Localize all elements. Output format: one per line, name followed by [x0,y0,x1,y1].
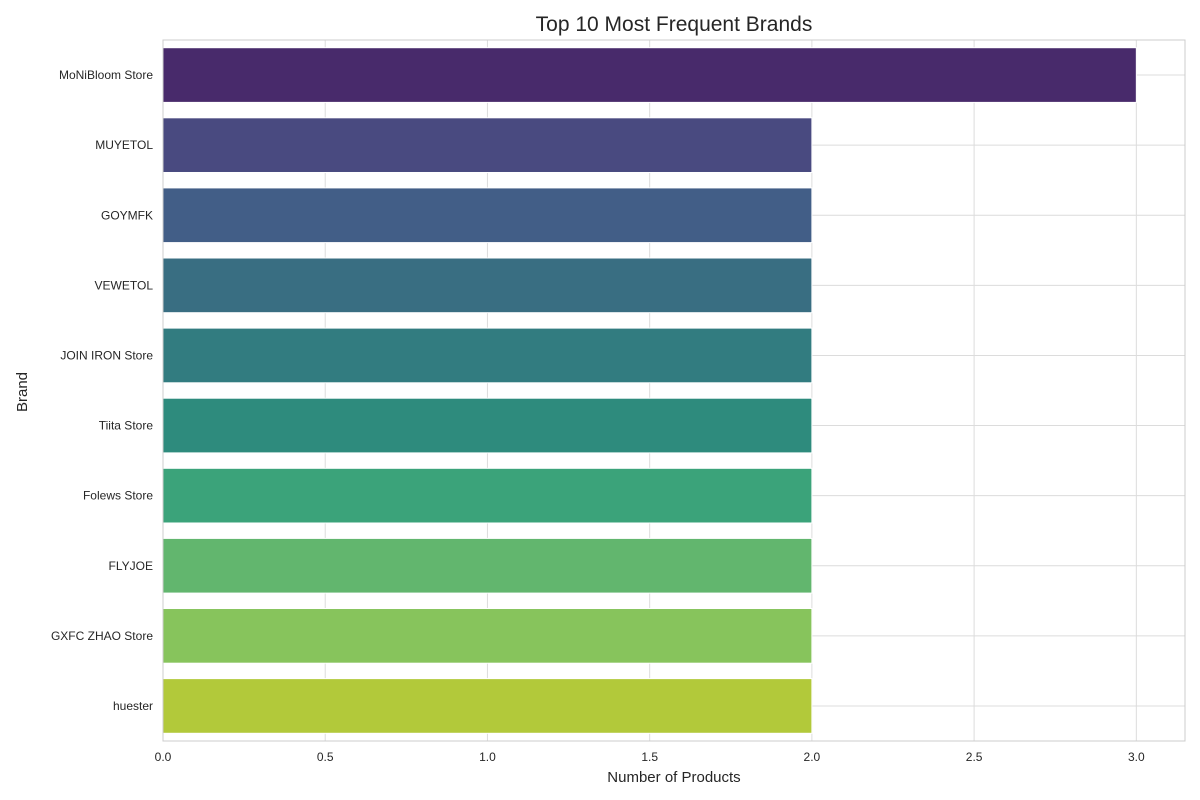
x-tick-label: 2.0 [804,750,821,764]
y-tick-label: Tiita Store [99,419,154,433]
bars [162,47,1137,734]
x-tick-label: 0.0 [155,750,172,764]
chart-title: Top 10 Most Frequent Brands [536,13,813,36]
y-tick-label: VEWETOL [95,278,154,292]
bar [162,257,813,314]
bar [162,397,813,454]
bar [162,678,813,734]
x-axis-label: Number of Products [607,769,740,786]
bar [162,117,813,173]
x-tick-label: 1.0 [479,750,496,764]
x-tick-label: 1.5 [641,750,658,764]
y-tick-label: MUYETOL [95,138,153,152]
bar [162,537,813,594]
x-tick-label: 2.5 [966,750,983,764]
y-tick-label: FLYJOE [109,559,153,573]
y-tick-label: MoNiBloom Store [59,68,153,82]
bar [162,327,813,384]
y-tick-label: Folews Store [83,489,153,503]
bar [162,47,1137,103]
x-tick-label: 3.0 [1128,750,1145,764]
y-tick-label: JOIN IRON Store [60,348,153,362]
bar [162,608,813,664]
y-tick-labels: MoNiBloom Store MUYETOL GOYMFK VEWETOL JOIN … [51,68,153,713]
bar [162,467,813,524]
y-axis-label: Brand [14,372,31,412]
x-tick-label: 0.5 [317,750,334,764]
y-tick-label: huester [113,699,153,713]
plot-frame [162,39,1186,742]
x-tick-labels: 0.0 0.5 1.0 1.5 2.0 2.5 3.0 [155,750,1145,764]
bar [162,187,813,244]
y-tick-label: GOYMFK [101,208,153,222]
y-tick-label: GXFC ZHAO Store [51,629,153,643]
